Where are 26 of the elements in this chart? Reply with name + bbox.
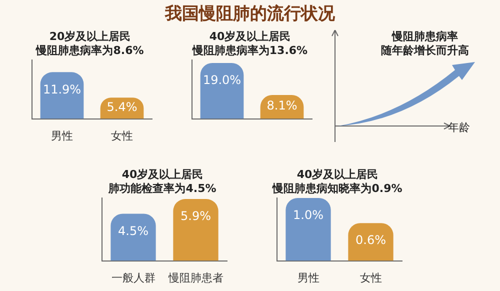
data-label: 4.5% xyxy=(118,224,148,238)
x-tick-label: 女性 xyxy=(360,272,382,284)
data-label: 11.9% xyxy=(42,82,82,96)
data-label: 5.9% xyxy=(180,209,211,224)
chart-subtitle: 慢阻肺患病知晓率为0.9% xyxy=(271,182,404,196)
chart-title: 40岁及以上居民 xyxy=(296,168,380,182)
chart-title: 20岁及以上居民 xyxy=(48,30,132,44)
data-label: 5.4% xyxy=(106,100,138,114)
data-label: 8.1% xyxy=(266,98,298,113)
text: 年龄 xyxy=(448,121,470,135)
x-tick-label: 一般人群 xyxy=(111,272,156,284)
chart-subtitle: 肺功能检查率为4.5% xyxy=(107,182,218,196)
data-label: 0.6% xyxy=(356,233,386,248)
text: 随年龄增长而升高 xyxy=(380,44,470,58)
x-tick-label: 慢阻肺患者 xyxy=(167,271,224,284)
x-tick-label: 男性 xyxy=(297,272,320,284)
x-tick-label: 女性 xyxy=(111,130,133,142)
chart-title: 40岁及以上居民 xyxy=(208,30,292,44)
text: 我国慢阻肺的流行状况 xyxy=(164,3,336,25)
data-label: 19.0% xyxy=(202,73,242,88)
x-tick-label: 男性 xyxy=(51,130,73,142)
chart-subtitle: 慢阻肺患病率为8.6% xyxy=(34,44,145,58)
chart-subtitle: 慢阻肺患病率为13.6% xyxy=(191,44,309,58)
chart-title: 40岁及以上居民 xyxy=(120,168,204,182)
data-label: 1.0% xyxy=(293,208,324,222)
text: 慢阻肺患病率 xyxy=(390,30,459,44)
